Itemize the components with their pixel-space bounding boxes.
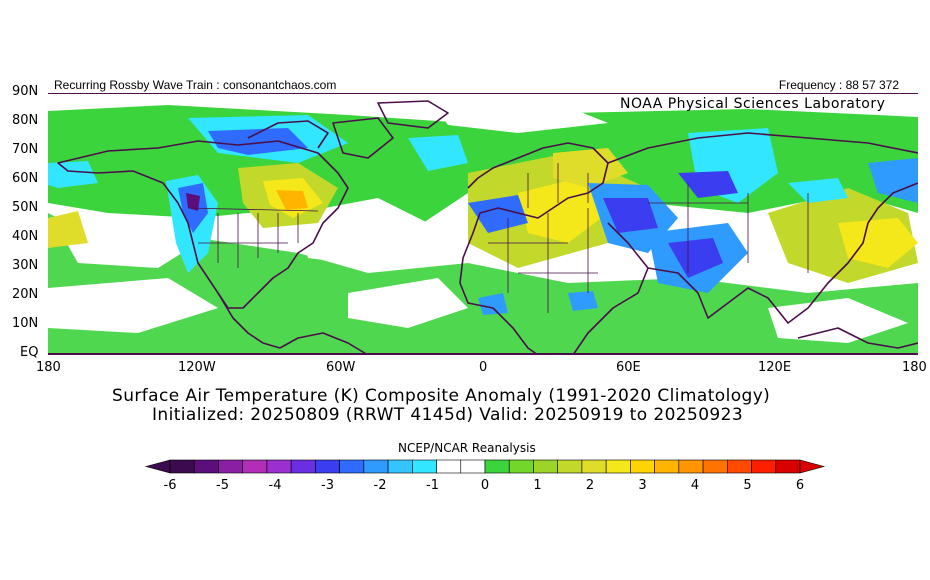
lon-label-0: 0 bbox=[479, 360, 488, 375]
colorbar-cell bbox=[630, 459, 655, 474]
colorbar-tick-label: 6 bbox=[796, 478, 804, 493]
lat-label-90n: 90N bbox=[12, 84, 39, 99]
colorbar-cell bbox=[727, 459, 752, 474]
lon-label-180e: 180 bbox=[902, 360, 927, 375]
lat-label-60n: 60N bbox=[12, 171, 39, 186]
colorbar-cell bbox=[605, 459, 631, 474]
colorbar-cell bbox=[484, 459, 510, 474]
colorbar-cell bbox=[266, 459, 292, 474]
colorbar-cell bbox=[775, 459, 801, 474]
colorbar-cell bbox=[581, 459, 607, 474]
colorbar-cell bbox=[315, 459, 340, 474]
colorbar-cell bbox=[363, 459, 389, 474]
colorbar-cell bbox=[508, 459, 534, 474]
colorbar-cell bbox=[654, 459, 680, 474]
colorbar-cell bbox=[169, 459, 195, 474]
colorbar-cell bbox=[460, 459, 486, 474]
grid-ticks bbox=[48, 93, 918, 355]
colorbar-tick-label: 3 bbox=[638, 478, 646, 493]
lon-label-120w: 120W bbox=[178, 360, 216, 375]
lat-label-50n: 50N bbox=[12, 200, 39, 215]
colorbar-max-arrow bbox=[799, 459, 826, 474]
lat-label-20n: 20N bbox=[12, 287, 39, 302]
lon-label-60w: 60W bbox=[326, 360, 356, 375]
lat-label-40n: 40N bbox=[12, 229, 39, 244]
header-left-text: Recurring Rossby Wave Train : consonantc… bbox=[54, 78, 337, 92]
lon-label-60e: 60E bbox=[616, 360, 641, 375]
lat-label-eq: EQ bbox=[20, 345, 39, 360]
colorbar-tick-label: 4 bbox=[691, 478, 699, 493]
data-source-label: NCEP/NCAR Reanalysis bbox=[398, 441, 536, 455]
colorbar-cells bbox=[144, 459, 826, 474]
lab-credit: NOAA Physical Sciences Laboratory bbox=[620, 96, 886, 112]
colorbar-tick-label: -1 bbox=[426, 478, 439, 493]
lat-label-80n: 80N bbox=[12, 113, 39, 128]
anomaly-fields bbox=[48, 105, 918, 355]
colorbar-cell bbox=[412, 459, 437, 474]
lon-label-120e: 120E bbox=[758, 360, 792, 375]
colorbar-cell bbox=[533, 459, 558, 474]
colorbar-cell bbox=[290, 459, 316, 474]
colorbar-tick-label: 1 bbox=[533, 478, 541, 493]
lon-label-180w: 180 bbox=[36, 360, 61, 375]
header-frequency-text: Frequency : 88 57 372 bbox=[778, 78, 899, 92]
lat-label-10n: 10N bbox=[12, 316, 39, 331]
colorbar-ticks: -6 -5 -4 -3 -2 -1 0 1 2 3 4 5 6 bbox=[164, 478, 805, 493]
colorbar-cell bbox=[702, 459, 728, 474]
lat-label-30n: 30N bbox=[12, 258, 39, 273]
lat-label-70n: 70N bbox=[12, 142, 39, 157]
coastlines bbox=[57, 100, 918, 355]
colorbar-min-arrow bbox=[144, 459, 171, 474]
map-title-line1: Surface Air Temperature (K) Composite An… bbox=[112, 386, 771, 406]
colorbar-cell bbox=[193, 459, 219, 474]
colorbar-tick-label: -6 bbox=[164, 478, 177, 493]
colorbar-cell bbox=[557, 459, 583, 474]
country-borders bbox=[187, 163, 809, 313]
colorbar-tick-label: 5 bbox=[743, 478, 751, 493]
colorbar-tick-label: -3 bbox=[321, 478, 334, 493]
colorbar-cell bbox=[339, 459, 365, 474]
colorbar-cell bbox=[387, 459, 413, 474]
colorbar-tick-label: -2 bbox=[374, 478, 387, 493]
map-title-line2: Initialized: 20250809 (RRWT 4145d) Valid… bbox=[152, 405, 744, 425]
colorbar-tick-label: 2 bbox=[586, 478, 594, 493]
colorbar-cell bbox=[678, 459, 704, 474]
colorbar-tick-label: 0 bbox=[481, 478, 489, 493]
temperature-anomaly-map bbox=[48, 93, 918, 355]
colorbar-tick-label: -4 bbox=[269, 478, 282, 493]
colorbar-cell bbox=[218, 459, 243, 474]
colorbar-cell bbox=[436, 459, 462, 474]
colorbar-cell bbox=[242, 459, 268, 474]
colorbar-cell bbox=[751, 459, 777, 474]
colorbar: -6 -5 -4 -3 -2 -1 0 1 2 3 4 5 6 bbox=[144, 459, 826, 493]
colorbar-tick-label: -5 bbox=[216, 478, 229, 493]
